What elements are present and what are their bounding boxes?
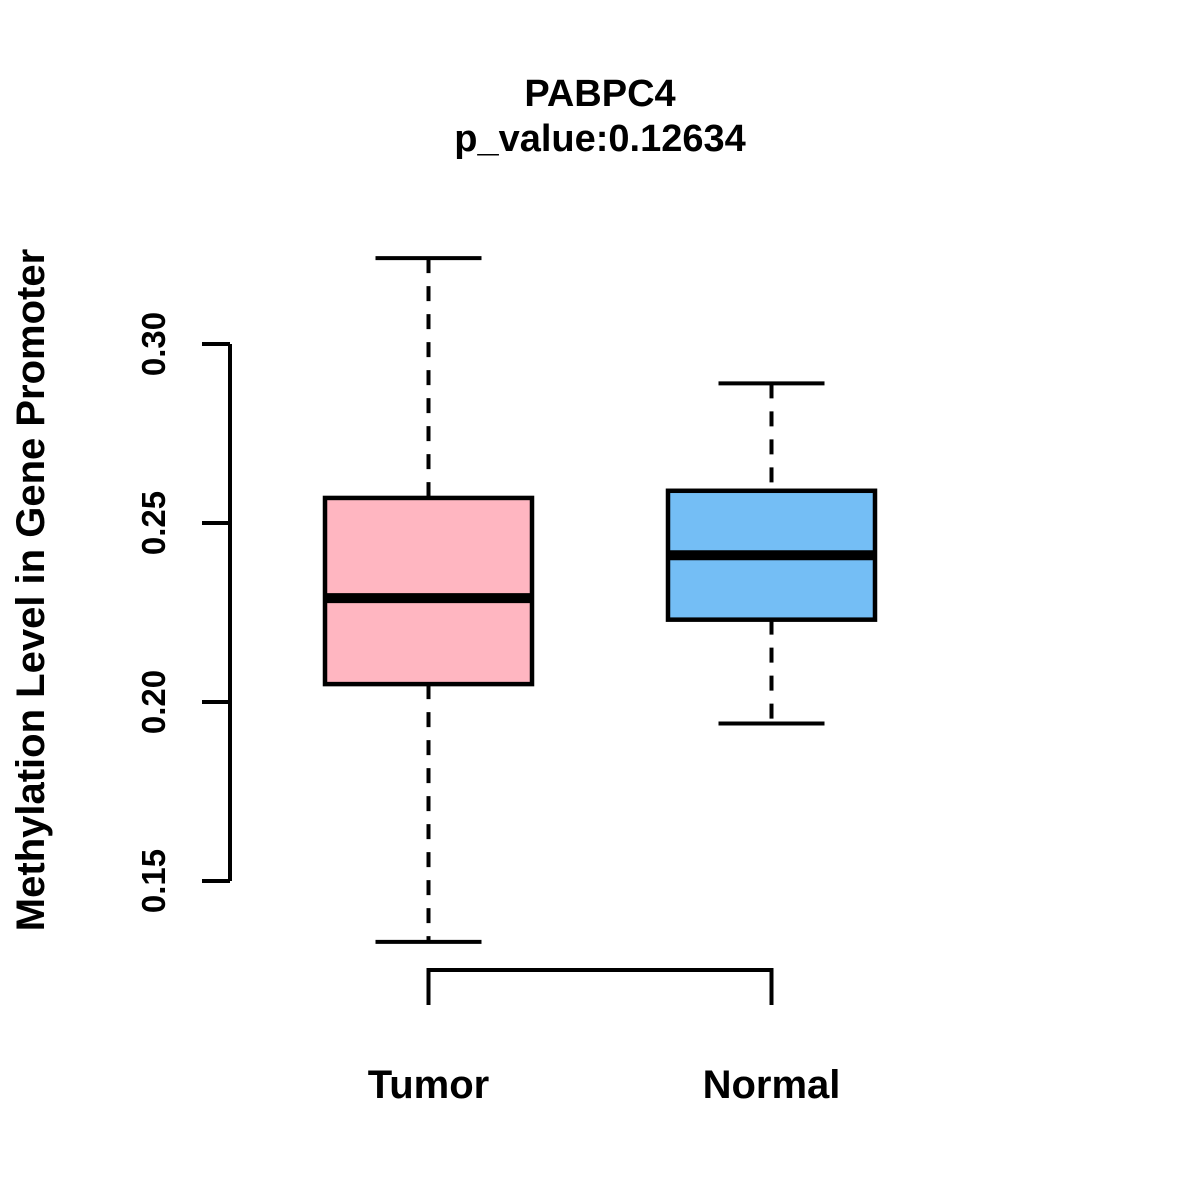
chart-title: PABPC4 [524, 73, 675, 115]
y-tick-label: 0.15 [135, 849, 172, 913]
chart-subtitle: p_value:0.12634 [454, 118, 746, 160]
y-tick-label: 0.30 [135, 312, 172, 376]
y-tick-label: 0.20 [135, 670, 172, 734]
y-axis-title: Methylation Level in Gene Promoter [9, 249, 53, 931]
x-axis-bracket [426, 968, 774, 1005]
y-tick-label: 0.25 [135, 491, 172, 555]
x-category-label: Tumor [368, 1063, 489, 1107]
plot-layer: 0.15 0.20 0.25 0.30 Tumor Normal [135, 256, 878, 1107]
iqr-box-tumor [322, 495, 535, 687]
x-category-label: Normal [703, 1063, 841, 1107]
